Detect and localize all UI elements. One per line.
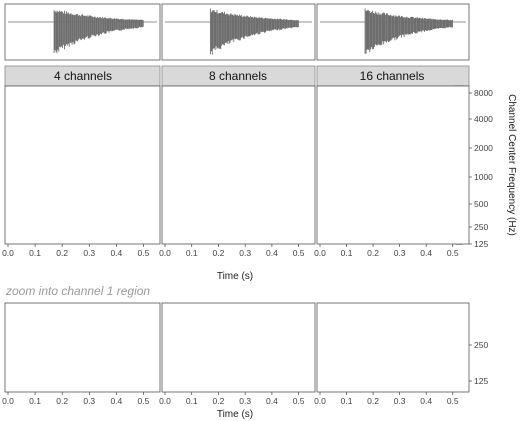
zoom-panel-frame — [4, 302, 161, 393]
x-tick-label: 0.0 — [159, 248, 171, 258]
main-panel-frame — [161, 85, 316, 245]
main-panels: 43218765432116151413121110987654321 — [4, 85, 470, 245]
strip-label-16-channels: 16 channels — [360, 69, 425, 83]
facet-strips — [4, 65, 470, 87]
x-tick-label: 0.3 — [394, 248, 406, 258]
x-tick-label: 0.5 — [293, 396, 305, 406]
freq-tick-label: 500 — [474, 199, 488, 209]
main-panel-1: 87654321 — [161, 85, 316, 245]
x-tick-label: 0.3 — [83, 248, 95, 258]
x-tick-label: 0.1 — [341, 396, 353, 406]
x-tick-label: 0.4 — [266, 248, 278, 258]
x-tick-label: 0.2 — [56, 248, 68, 258]
x-tick-label: 0.3 — [394, 396, 406, 406]
x-tick-label: 0.2 — [367, 248, 379, 258]
x-tick-label: 0.2 — [367, 396, 379, 406]
top-waveform-row — [4, 3, 470, 61]
x-tick-label: 0.5 — [447, 248, 459, 258]
x-tick-label: 0.3 — [83, 396, 95, 406]
freq-tick-label: 4000 — [474, 114, 493, 124]
x-tick-label: 0.1 — [186, 248, 198, 258]
zoom-panel-2: 4321 — [316, 302, 470, 393]
x-tick-label: 0.4 — [110, 248, 122, 258]
x-tick-label: 0.2 — [213, 248, 225, 258]
x-tick-label: 0.5 — [293, 248, 305, 258]
zoom-panels: 1214321 — [4, 302, 470, 393]
x-tick-label: 0.1 — [341, 248, 353, 258]
x-tick-label: 0.0 — [314, 248, 326, 258]
x-axis-label-zoom: Time (s) — [217, 409, 253, 420]
x-tick-label: 0.4 — [420, 396, 432, 406]
x-tick-label: 0.0 — [159, 396, 171, 406]
x-tick-label: 0.1 — [186, 396, 198, 406]
freq-tick-label: 8000 — [474, 88, 493, 98]
x-tick-label: 0.5 — [138, 396, 150, 406]
freq-tick-label: 1000 — [474, 172, 493, 182]
top-waveform — [364, 8, 453, 54]
axes: 0.0 0.1 0.2 0.3 0.4 0.5 0.0 0.1 0.2 0.3 0.4 0.5 0.0 0… — [2, 88, 493, 406]
x-tick-label: 0.3 — [239, 248, 251, 258]
x-tick-label: 0.2 — [213, 396, 225, 406]
strip-label-8-channels: 8 channels — [209, 69, 267, 83]
x-tick-label: 0.4 — [420, 248, 432, 258]
x-tick-label: 0.4 — [110, 396, 122, 406]
main-panel-frame — [316, 85, 470, 245]
zoom-panel-frame — [161, 302, 316, 393]
freq-tick-label: 250 — [474, 222, 488, 232]
zoom-panel-frame — [316, 302, 470, 393]
x-tick-label: 0.5 — [138, 248, 150, 258]
x-tick-label: 0.2 — [56, 396, 68, 406]
freq-tick-label: 125 — [474, 376, 488, 386]
x-tick-label: 0.0 — [2, 396, 14, 406]
freq-tick-label: 250 — [474, 340, 488, 350]
freq-tick-label: 125 — [474, 239, 488, 249]
main-panel-2: 16151413121110987654321 — [316, 85, 470, 245]
main-panel-frame — [4, 85, 161, 245]
x-tick-label: 0.5 — [447, 396, 459, 406]
x-tick-label: 0.4 — [266, 396, 278, 406]
zoom-title: zoom into channel 1 region — [5, 284, 150, 298]
x-tick-label: 0.0 — [2, 248, 14, 258]
freq-tick-label: 2000 — [474, 143, 493, 153]
main-panel-0: 4321 — [4, 85, 161, 245]
x-tick-label: 0.1 — [29, 396, 41, 406]
top-waveform — [209, 8, 299, 55]
x-tick-label: 0.0 — [314, 396, 326, 406]
strip-label-4-channels: 4 channels — [54, 69, 112, 83]
zoom-panel-0: 1 — [4, 302, 161, 393]
top-waveform — [53, 10, 144, 54]
right-axis-label: Channel Center Frequency (Hz) — [506, 94, 517, 236]
x-tick-label: 0.3 — [239, 396, 251, 406]
x-tick-label: 0.1 — [29, 248, 41, 258]
zoom-panel-1: 21 — [161, 302, 316, 393]
x-axis-label-main: Time (s) — [217, 271, 253, 282]
